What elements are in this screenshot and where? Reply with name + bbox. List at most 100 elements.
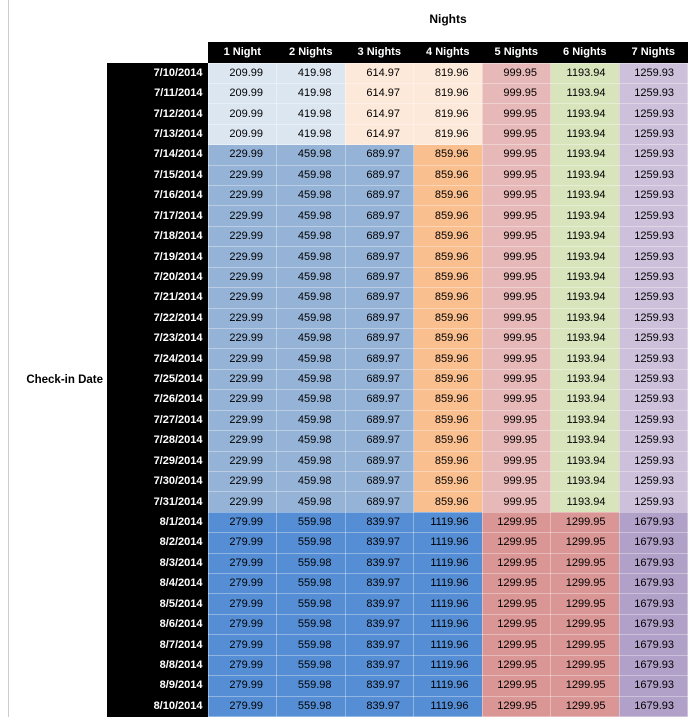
price-cell: 1679.93: [618, 695, 688, 717]
column-header: 2 Nights: [276, 42, 345, 63]
price-cell: 279.99: [207, 634, 277, 656]
price-cell: 1119.96: [413, 654, 483, 677]
price-cell: 419.98: [276, 103, 346, 125]
price-cell: 1119.96: [413, 593, 483, 615]
price-cell: 1119.96: [413, 675, 483, 697]
price-cell: 839.97: [344, 532, 414, 554]
column-header: 6 Nights: [550, 42, 619, 63]
price-cell: 1679.93: [618, 613, 688, 636]
price-cell: 1299.95: [550, 634, 620, 656]
price-cell: 1259.93: [618, 225, 688, 248]
price-cell: 839.97: [344, 695, 414, 717]
header-row: 1 Night 2 Nights 3 Nights 4 Nights 5 Nights 6…: [107, 42, 688, 63]
price-cell: 459.98: [276, 430, 346, 452]
table-row: 8/2/2014 279.99 559.98 839.97 1119.96 1299.95…: [107, 532, 688, 554]
table-row: 7/30/2014 229.99 459.98 689.97 859.96 999.95 1…: [107, 470, 688, 493]
price-cell: 1299.95: [481, 675, 551, 697]
price-cell: 839.97: [344, 613, 414, 636]
price-cell: 689.97: [344, 205, 414, 227]
nights-axis-title: Nights: [429, 12, 467, 26]
price-cell: 1193.94: [550, 348, 620, 370]
price-cell: 279.99: [207, 654, 277, 677]
price-cell: 1299.95: [550, 573, 620, 595]
price-cell: 859.96: [413, 144, 483, 166]
price-cell: 229.99: [207, 205, 277, 227]
table-row: 7/24/2014 229.99 459.98 689.97 859.96 999.95 1…: [107, 348, 688, 370]
table-row: 7/20/2014 229.99 459.98 689.97 859.96 999.95 1…: [107, 266, 688, 289]
price-cell: 229.99: [207, 164, 277, 187]
table-row: 7/21/2014 229.99 459.98 689.97 859.96 999.95 1…: [107, 287, 688, 309]
price-cell: 999.95: [481, 266, 551, 289]
price-cell: 1193.94: [550, 389, 620, 411]
price-cell: 1193.94: [550, 307, 620, 329]
price-cell: 1299.95: [550, 675, 620, 697]
table-row: 7/25/2014 229.99 459.98 689.97 859.96 999.95 1…: [107, 368, 688, 391]
price-cell: 999.95: [481, 144, 551, 166]
price-cell: 859.96: [413, 164, 483, 187]
price-cell: 279.99: [207, 613, 277, 636]
price-cell: 1299.95: [481, 573, 551, 595]
price-cell: 689.97: [344, 246, 414, 268]
price-cell: 559.98: [276, 552, 346, 575]
row-header-date: 7/15/2014: [107, 165, 208, 186]
table-row: 7/26/2014 229.99 459.98 689.97 859.96 999.95 1…: [107, 389, 688, 411]
price-cell: 1299.95: [550, 552, 620, 575]
row-header-date: 7/22/2014: [107, 308, 208, 329]
price-cell: 459.98: [276, 368, 346, 391]
price-cell: 279.99: [207, 511, 277, 534]
price-cell: 1299.95: [481, 552, 551, 575]
price-cell: 1119.96: [413, 573, 483, 595]
price-cell: 459.98: [276, 348, 346, 370]
price-cell: 209.99: [207, 82, 277, 105]
price-cell: 1259.93: [618, 123, 688, 146]
row-header-date: 7/18/2014: [107, 226, 208, 247]
price-cell: 279.99: [207, 573, 277, 595]
price-cell: 859.96: [413, 225, 483, 248]
price-cell: 1193.94: [550, 266, 620, 289]
price-cell: 859.96: [413, 368, 483, 391]
table-row: 7/31/2014 229.99 459.98 689.97 859.96 999.95 1…: [107, 491, 688, 513]
table-row: 7/27/2014 229.99 459.98 689.97 859.96 999.95 1…: [107, 409, 688, 432]
price-cell: 689.97: [344, 287, 414, 309]
price-cell: 459.98: [276, 491, 346, 513]
price-cell: 279.99: [207, 552, 277, 575]
price-cell: 1193.94: [550, 368, 620, 391]
price-cell: 999.95: [481, 103, 551, 125]
price-cell: 229.99: [207, 409, 277, 432]
price-cell: 459.98: [276, 144, 346, 166]
table-row: 7/23/2014 229.99 459.98 689.97 859.96 999.95 1…: [107, 327, 688, 350]
row-header-date: 7/13/2014: [107, 124, 208, 145]
price-table: 1 Night 2 Nights 3 Nights 4 Nights 5 Nights 6…: [107, 42, 688, 717]
price-cell: 1299.95: [550, 532, 620, 554]
price-cell: 859.96: [413, 470, 483, 493]
table-row: 8/6/2014 279.99 559.98 839.97 1119.96 1299.95…: [107, 613, 688, 636]
price-cell: 1259.93: [618, 246, 688, 268]
price-cell: 1299.95: [481, 695, 551, 717]
table-row: 7/12/2014 209.99 419.98 614.97 819.96 999.95 1…: [107, 103, 688, 125]
price-cell: 999.95: [481, 62, 551, 84]
price-cell: 1193.94: [550, 205, 620, 227]
price-cell: 859.96: [413, 287, 483, 309]
price-cell: 229.99: [207, 225, 277, 248]
price-cell: 1119.96: [413, 532, 483, 554]
price-cell: 999.95: [481, 205, 551, 227]
price-cell: 559.98: [276, 593, 346, 615]
price-cell: 839.97: [344, 573, 414, 595]
row-header-date: 8/3/2014: [107, 553, 208, 574]
price-cell: 1193.94: [550, 62, 620, 84]
price-cell: 1193.94: [550, 430, 620, 452]
corner-cell: [107, 42, 208, 63]
price-cell: 689.97: [344, 450, 414, 472]
table-row: 7/18/2014 229.99 459.98 689.97 859.96 999.95 1…: [107, 225, 688, 248]
price-cell: 559.98: [276, 573, 346, 595]
price-cell: 859.96: [413, 327, 483, 350]
price-cell: 1679.93: [618, 675, 688, 697]
price-cell: 209.99: [207, 103, 277, 125]
price-cell: 1119.96: [413, 511, 483, 534]
price-cell: 1119.96: [413, 695, 483, 717]
price-cell: 559.98: [276, 511, 346, 534]
price-cell: 999.95: [481, 307, 551, 329]
price-cell: 1299.95: [550, 593, 620, 615]
price-cell: 1679.93: [618, 654, 688, 677]
price-cell: 229.99: [207, 327, 277, 350]
